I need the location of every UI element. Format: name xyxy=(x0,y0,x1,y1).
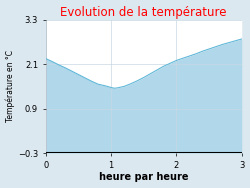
Title: Evolution de la température: Evolution de la température xyxy=(60,6,227,19)
Y-axis label: Température en °C: Température en °C xyxy=(6,50,15,122)
X-axis label: heure par heure: heure par heure xyxy=(99,172,188,182)
